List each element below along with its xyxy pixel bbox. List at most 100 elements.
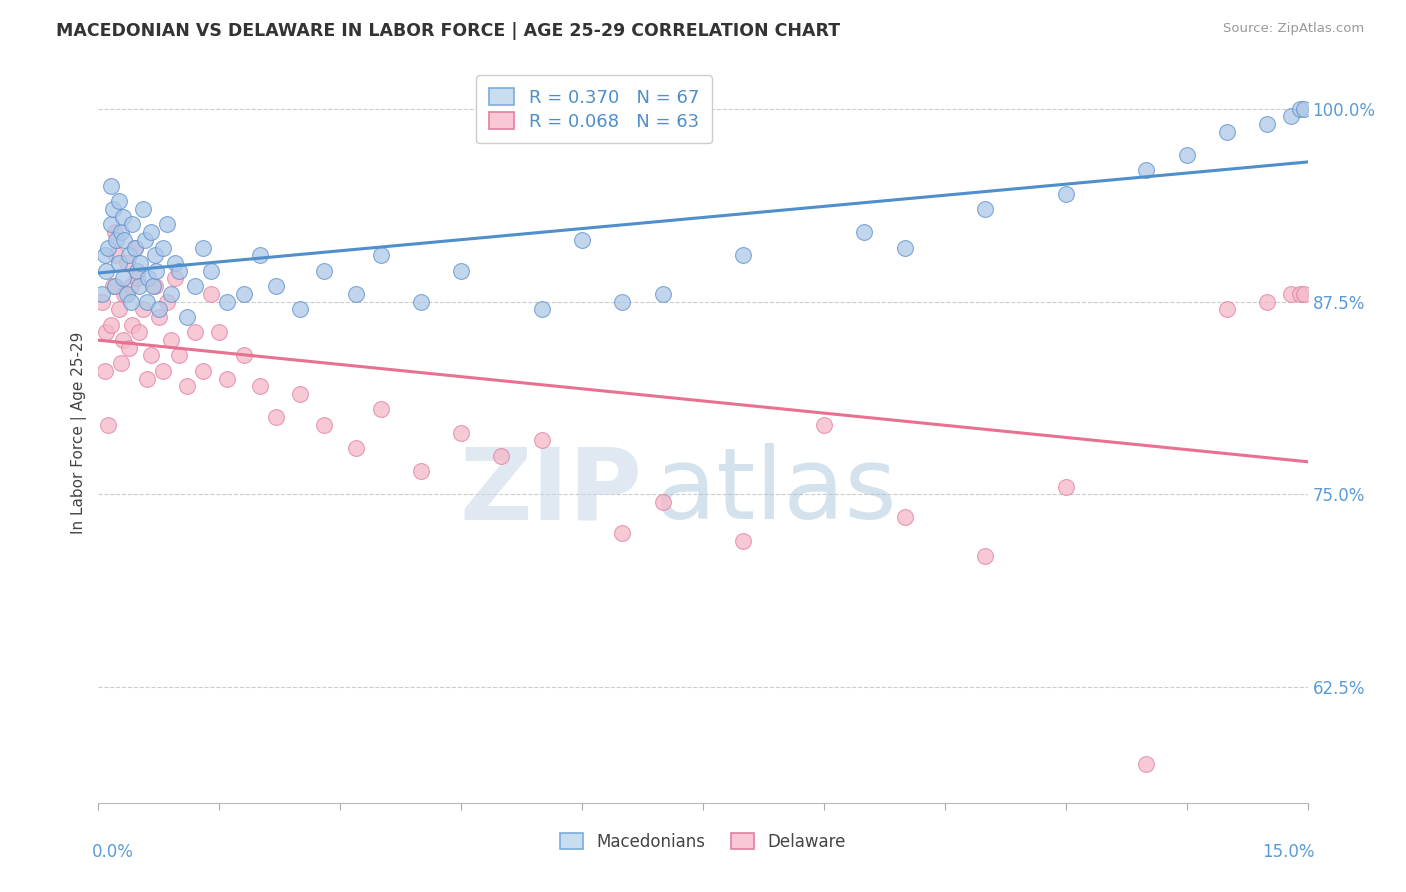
Point	[112, 286, 135, 301]
Point	[128, 326, 150, 340]
Point	[1292, 286, 1315, 301]
Point	[121, 318, 143, 332]
Point	[120, 279, 142, 293]
Point	[115, 286, 138, 301]
Point	[184, 279, 207, 293]
Point	[128, 279, 150, 293]
Point	[118, 341, 141, 355]
Point	[135, 371, 157, 385]
Point	[107, 302, 129, 317]
Point	[288, 387, 311, 401]
Point	[193, 364, 215, 378]
Point	[167, 263, 190, 277]
Point	[288, 302, 311, 317]
Point	[167, 349, 190, 363]
Point	[111, 333, 134, 347]
Point	[91, 294, 114, 309]
Point	[120, 294, 142, 309]
Point	[118, 248, 141, 262]
Point	[450, 425, 472, 440]
Point	[127, 263, 149, 277]
Point	[156, 218, 179, 232]
Point	[1135, 757, 1157, 772]
Point	[145, 263, 167, 277]
Point	[138, 271, 160, 285]
Point	[152, 364, 174, 378]
Point	[148, 302, 170, 317]
Point	[129, 256, 152, 270]
Point	[107, 194, 129, 209]
Point	[530, 302, 553, 317]
Point	[853, 225, 876, 239]
Point	[91, 286, 114, 301]
Point	[370, 402, 392, 417]
Point	[409, 464, 432, 478]
Point	[344, 286, 367, 301]
Point	[974, 549, 997, 563]
Point	[193, 240, 215, 255]
Legend: Macedonians, Delaware: Macedonians, Delaware	[554, 826, 852, 857]
Point	[152, 240, 174, 255]
Point	[1281, 110, 1303, 124]
Point	[893, 510, 915, 524]
Point	[156, 294, 179, 309]
Point	[249, 248, 271, 262]
Point	[200, 286, 222, 301]
Point	[111, 271, 134, 285]
Point	[127, 271, 149, 285]
Point	[160, 286, 183, 301]
Point	[200, 263, 222, 277]
Point	[103, 225, 125, 239]
Point	[409, 294, 432, 309]
Point	[1288, 102, 1310, 116]
Point	[974, 202, 997, 216]
Point	[491, 449, 513, 463]
Point	[264, 410, 287, 425]
Point	[1256, 294, 1278, 309]
Point	[217, 294, 239, 309]
Point	[94, 364, 117, 378]
Point	[163, 256, 186, 270]
Point	[97, 240, 120, 255]
Point	[115, 256, 138, 270]
Point	[733, 533, 755, 548]
Point	[148, 310, 170, 324]
Point	[132, 202, 155, 216]
Point	[733, 248, 755, 262]
Point	[264, 279, 287, 293]
Point	[103, 279, 125, 293]
Point	[208, 326, 231, 340]
Point	[94, 248, 117, 262]
Point	[571, 233, 593, 247]
Point	[143, 279, 166, 293]
Text: 15.0%: 15.0%	[1263, 843, 1315, 861]
Point	[139, 225, 162, 239]
Point	[314, 417, 336, 432]
Point	[135, 294, 157, 309]
Point	[651, 286, 673, 301]
Point	[1216, 125, 1239, 139]
Point	[112, 233, 135, 247]
Point	[110, 225, 132, 239]
Point	[1292, 102, 1315, 116]
Point	[314, 263, 336, 277]
Point	[1135, 163, 1157, 178]
Point	[111, 210, 134, 224]
Text: 0.0%: 0.0%	[91, 843, 134, 861]
Point	[139, 349, 162, 363]
Point	[176, 379, 198, 393]
Y-axis label: In Labor Force | Age 25-29: In Labor Force | Age 25-29	[72, 332, 87, 533]
Point	[1281, 286, 1303, 301]
Text: Source: ZipAtlas.com: Source: ZipAtlas.com	[1223, 22, 1364, 36]
Point	[124, 240, 146, 255]
Point	[893, 240, 915, 255]
Point	[134, 233, 156, 247]
Text: MACEDONIAN VS DELAWARE IN LABOR FORCE | AGE 25-29 CORRELATION CHART: MACEDONIAN VS DELAWARE IN LABOR FORCE | …	[56, 22, 841, 40]
Point	[612, 294, 634, 309]
Point	[232, 286, 254, 301]
Point	[100, 218, 122, 232]
Point	[232, 349, 254, 363]
Point	[143, 248, 166, 262]
Point	[101, 279, 124, 293]
Point	[530, 434, 553, 448]
